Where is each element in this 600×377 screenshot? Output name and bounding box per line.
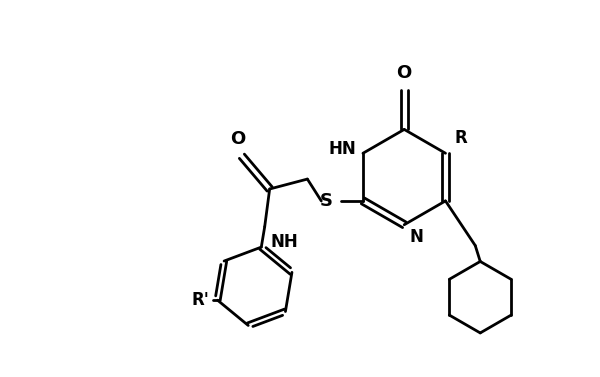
Text: NH: NH (271, 233, 298, 251)
Text: O: O (230, 130, 245, 148)
Text: R: R (454, 129, 467, 147)
Text: R': R' (192, 291, 209, 309)
Text: N: N (409, 228, 423, 246)
Text: S: S (320, 192, 333, 210)
Text: HN: HN (328, 140, 356, 158)
Text: O: O (397, 64, 412, 82)
